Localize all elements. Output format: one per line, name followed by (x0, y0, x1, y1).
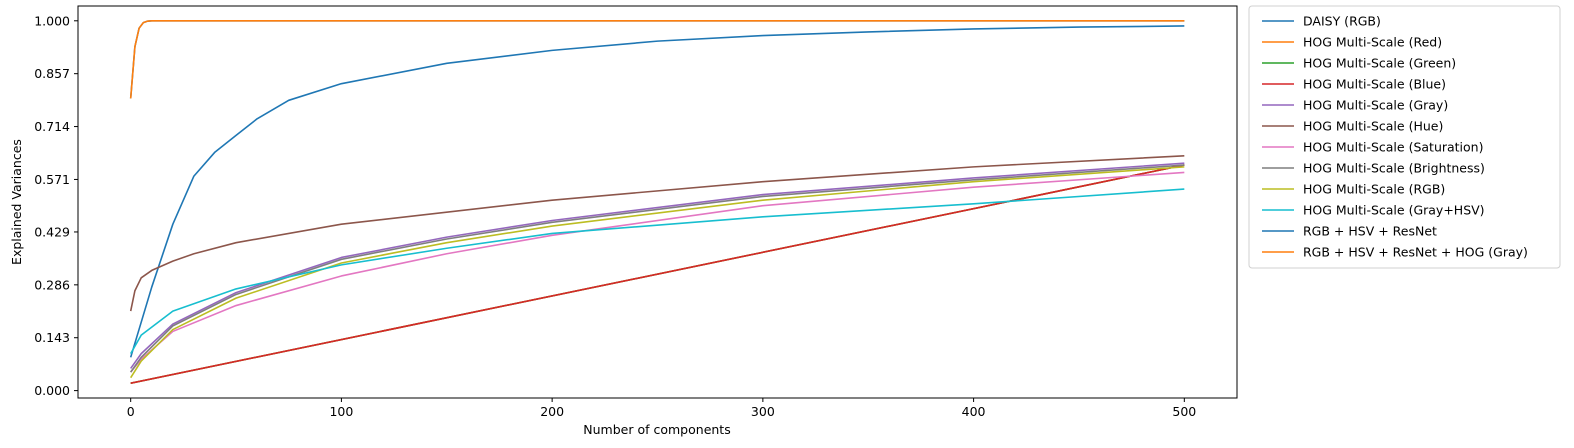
x-tick-label: 500 (1172, 404, 1196, 419)
legend-label: HOG Multi-Scale (Saturation) (1303, 140, 1483, 155)
x-tick-label: 300 (751, 404, 775, 419)
x-tick-label: 100 (329, 404, 353, 419)
series-line-10 (129, 188, 1185, 355)
series-line-5 (130, 162, 1185, 369)
y-axis-label: Explained Variances (9, 139, 24, 265)
y-tick-label: 0.286 (34, 277, 70, 292)
series-line-9 (130, 166, 1185, 379)
legend-box (1248, 5, 1561, 269)
legend-label: DAISY (RGB) (1303, 14, 1381, 29)
legend-label: HOG Multi-Scale (Hue) (1303, 119, 1443, 134)
series-line-6 (129, 154, 1185, 312)
y-tick-label: 0.000 (34, 383, 70, 398)
legend-label: HOG Multi-Scale (Gray+HSV) (1303, 203, 1485, 218)
plot-frame (77, 5, 1238, 399)
legend-label: HOG Multi-Scale (Blue) (1303, 77, 1446, 92)
legend-label: RGB + HSV + ResNet (1303, 224, 1437, 239)
y-tick-label: 1.000 (34, 13, 70, 28)
x-axis: 0 100 200 300 400 500 (127, 398, 1196, 419)
y-tick-label: 0.857 (34, 66, 70, 81)
series-line-1 (129, 25, 1185, 358)
y-tick-label: 0.714 (34, 119, 70, 134)
legend-label: HOG Multi-Scale (Brightness) (1303, 161, 1485, 176)
series-line-4 (130, 164, 1185, 384)
plot-area (129, 19, 1185, 384)
legend-label: HOG Multi-Scale (RGB) (1303, 182, 1445, 197)
series-line-8 (130, 164, 1185, 373)
series-line-11 (129, 19, 1185, 99)
y-axis: 0.000 0.143 0.286 0.429 0.571 0.714 0.857 1.000 (34, 13, 78, 398)
series-line-7 (130, 171, 1185, 373)
legend-label: HOG Multi-Scale (Gray) (1303, 98, 1448, 113)
series-line-12 (129, 19, 1185, 99)
x-tick-label: 200 (540, 404, 564, 419)
legend: DAISY (RGB) HOG Multi-Scale (Red) HOG Mult… (1248, 5, 1561, 269)
x-axis-label: Number of components (583, 422, 730, 437)
legend-label: HOG Multi-Scale (Green) (1303, 56, 1456, 71)
legend-label: HOG Multi-Scale (Red) (1303, 35, 1442, 50)
y-tick-label: 0.571 (34, 172, 70, 187)
y-tick-label: 0.429 (34, 224, 70, 239)
y-tick-label: 0.143 (34, 330, 70, 345)
legend-label: RGB + HSV + ResNet + HOG (Gray) (1303, 245, 1528, 260)
x-tick-label: 400 (962, 404, 986, 419)
x-tick-label: 0 (127, 404, 135, 419)
